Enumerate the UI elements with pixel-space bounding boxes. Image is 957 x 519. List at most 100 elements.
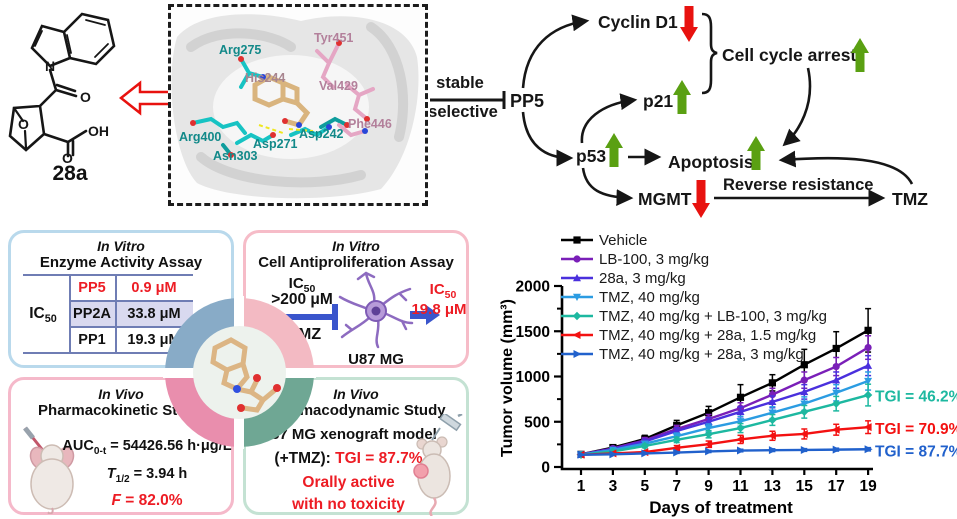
legend-item: TMZ, 40 mg/kg + LB-100, 3 mg/kg bbox=[561, 308, 827, 325]
residue-label: Asp271 bbox=[253, 137, 298, 151]
ic50-row-label: IC50 bbox=[29, 305, 57, 326]
residue-label: Phe446 bbox=[348, 117, 392, 131]
binding-site-illustration bbox=[171, 14, 419, 199]
p53-label: p53 bbox=[576, 146, 606, 166]
compound-label: 28a bbox=[52, 162, 88, 185]
residue-label: Arg275 bbox=[219, 43, 262, 57]
acid-o-label: O bbox=[62, 150, 73, 164]
legend-label: TMZ, 40 mg/kg bbox=[599, 289, 700, 306]
panel-title: Pharmacokinetic Study bbox=[38, 402, 204, 419]
legend-label: TMZ, 40 mg/kg + 28a, 1.5 mg/kg bbox=[599, 327, 816, 344]
xenograft-mouse-icon bbox=[413, 414, 463, 516]
panel-title: Pharmacodynamic Study bbox=[266, 402, 446, 419]
up-arrow-icon bbox=[605, 133, 623, 167]
table-line bbox=[115, 274, 117, 354]
n-atom-label: N bbox=[45, 58, 55, 74]
table-cell-value: 19.3 μM bbox=[127, 332, 181, 348]
up-arrow-icon bbox=[851, 38, 869, 72]
table-cell-value: 0.9 μM bbox=[131, 280, 177, 296]
legend-item: TMZ, 40 mg/kg + 28a, 3 mg/kg bbox=[561, 346, 804, 363]
legend-item: LB-100, 3 mg/kg bbox=[561, 251, 709, 268]
x-tick-label: 17 bbox=[828, 478, 845, 495]
y-axis-title: Tumor volume (mm³) bbox=[499, 299, 516, 457]
legend-label: TMZ, 40 mg/kg + 28a, 3 mg/kg bbox=[599, 346, 804, 363]
u87-cell-icon bbox=[338, 271, 414, 349]
legend-label: 28a, 3 mg/kg bbox=[599, 270, 686, 287]
x-tick-label: 13 bbox=[764, 478, 782, 495]
ic50-before-label: IC50 bbox=[288, 275, 316, 295]
x-tick-label: 9 bbox=[704, 478, 713, 495]
bioavailability-value: F = 82.0% bbox=[111, 492, 183, 509]
no-toxicity-label: with no toxicity bbox=[292, 496, 405, 513]
ic50-before-value: >200 μM bbox=[271, 291, 333, 308]
reverse-resistance-label: Reverse resistance bbox=[723, 176, 873, 194]
inhibition-arrow-icon bbox=[332, 304, 338, 330]
up-arrow-icon bbox=[747, 136, 765, 170]
y-tick-label: 2000 bbox=[516, 279, 550, 296]
x-tick-label: 3 bbox=[609, 478, 618, 495]
panel-title-italic: In Vitro bbox=[332, 238, 380, 254]
cell-cycle-arrest-label: Cell cycle arrest bbox=[722, 45, 856, 65]
legend-label: Vehicle bbox=[599, 232, 647, 249]
o-atom-label: O bbox=[80, 89, 91, 105]
chart-series bbox=[577, 445, 873, 459]
highlight-arrow-icon bbox=[118, 80, 172, 116]
down-arrow-icon bbox=[692, 180, 710, 218]
legend-item: Vehicle bbox=[561, 232, 647, 249]
ring-core bbox=[193, 326, 286, 419]
residue-label: Tyr451 bbox=[314, 31, 354, 45]
x-tick-label: 19 bbox=[859, 478, 877, 495]
panel-title: Enzyme Activity Assay bbox=[39, 254, 203, 271]
bridge-o-label: O bbox=[18, 116, 29, 132]
table-cell-enzyme: PP2A bbox=[73, 306, 111, 322]
half-life-value: T1/2 = 3.94 h bbox=[106, 466, 188, 485]
ligand-3d-molecule bbox=[210, 337, 281, 413]
chart-axes bbox=[560, 286, 873, 471]
x-tick-label: 11 bbox=[732, 478, 749, 495]
panel-title-italic: In Vitro bbox=[97, 238, 145, 254]
legend-label: TMZ, 40 mg/kg + LB-100, 3 mg/kg bbox=[599, 308, 827, 325]
panel-title-italic: In Vivo bbox=[98, 386, 144, 402]
residue-label: Arg400 bbox=[179, 130, 222, 144]
cyclin-d1-label: Cyclin D1 bbox=[598, 12, 678, 32]
table-line bbox=[23, 274, 193, 276]
arrow-p53-p21 bbox=[580, 93, 638, 144]
tgi-annotation: TGI = 70.9% bbox=[875, 421, 957, 438]
inhibition-bar bbox=[430, 91, 506, 109]
tmz-label: TMZ bbox=[892, 189, 928, 209]
apoptosis-label: Apoptosis bbox=[668, 152, 754, 172]
panel-title: Cell Antiproliferation Assay bbox=[258, 254, 454, 271]
tgi-result: (+TMZ): TGI = 87.7% bbox=[274, 450, 423, 467]
mouse-icon bbox=[23, 426, 75, 514]
table-cell-enzyme: PP1 bbox=[78, 332, 106, 348]
table-cell-enzyme: PP5 bbox=[78, 280, 106, 296]
legend-item: 28a, 3 mg/kg bbox=[561, 270, 686, 287]
x-tick-label: 1 bbox=[577, 478, 586, 495]
residue-label: Asn303 bbox=[213, 149, 258, 163]
pp5-label: PP5 bbox=[510, 91, 544, 111]
down-arrow-icon bbox=[680, 6, 698, 42]
ic50-after-label: IC50 bbox=[429, 281, 457, 301]
arrow-pp5-p53 bbox=[521, 111, 574, 167]
legend-item: TMZ, 40 mg/kg bbox=[561, 289, 700, 306]
residue-label: His244 bbox=[245, 71, 286, 85]
orally-active-label: Orally active bbox=[302, 474, 395, 491]
table-line bbox=[69, 326, 193, 328]
arrow-tmz-apoptosis bbox=[778, 150, 914, 185]
ic50-after-value: 19.8 μM bbox=[411, 301, 467, 318]
x-axis-title: Days of treatment bbox=[649, 498, 793, 517]
mgmt-label: MGMT bbox=[638, 189, 692, 209]
tgi-annotation: TGI = 46.2% bbox=[875, 389, 957, 406]
table-line bbox=[69, 300, 193, 302]
y-tick-label: 1000 bbox=[516, 369, 550, 386]
cell-line-label: U87 MG bbox=[348, 351, 404, 368]
auc-value: AUC0-t = 54426.56 h·μg/L bbox=[62, 438, 232, 457]
oh-label: OH bbox=[88, 123, 109, 139]
p21-label: p21 bbox=[643, 91, 673, 111]
table-cell-value: 33.8 μM bbox=[127, 306, 181, 322]
x-tick-label: 7 bbox=[672, 478, 681, 495]
result-arrow-icon bbox=[410, 305, 440, 325]
table-line bbox=[69, 274, 71, 354]
